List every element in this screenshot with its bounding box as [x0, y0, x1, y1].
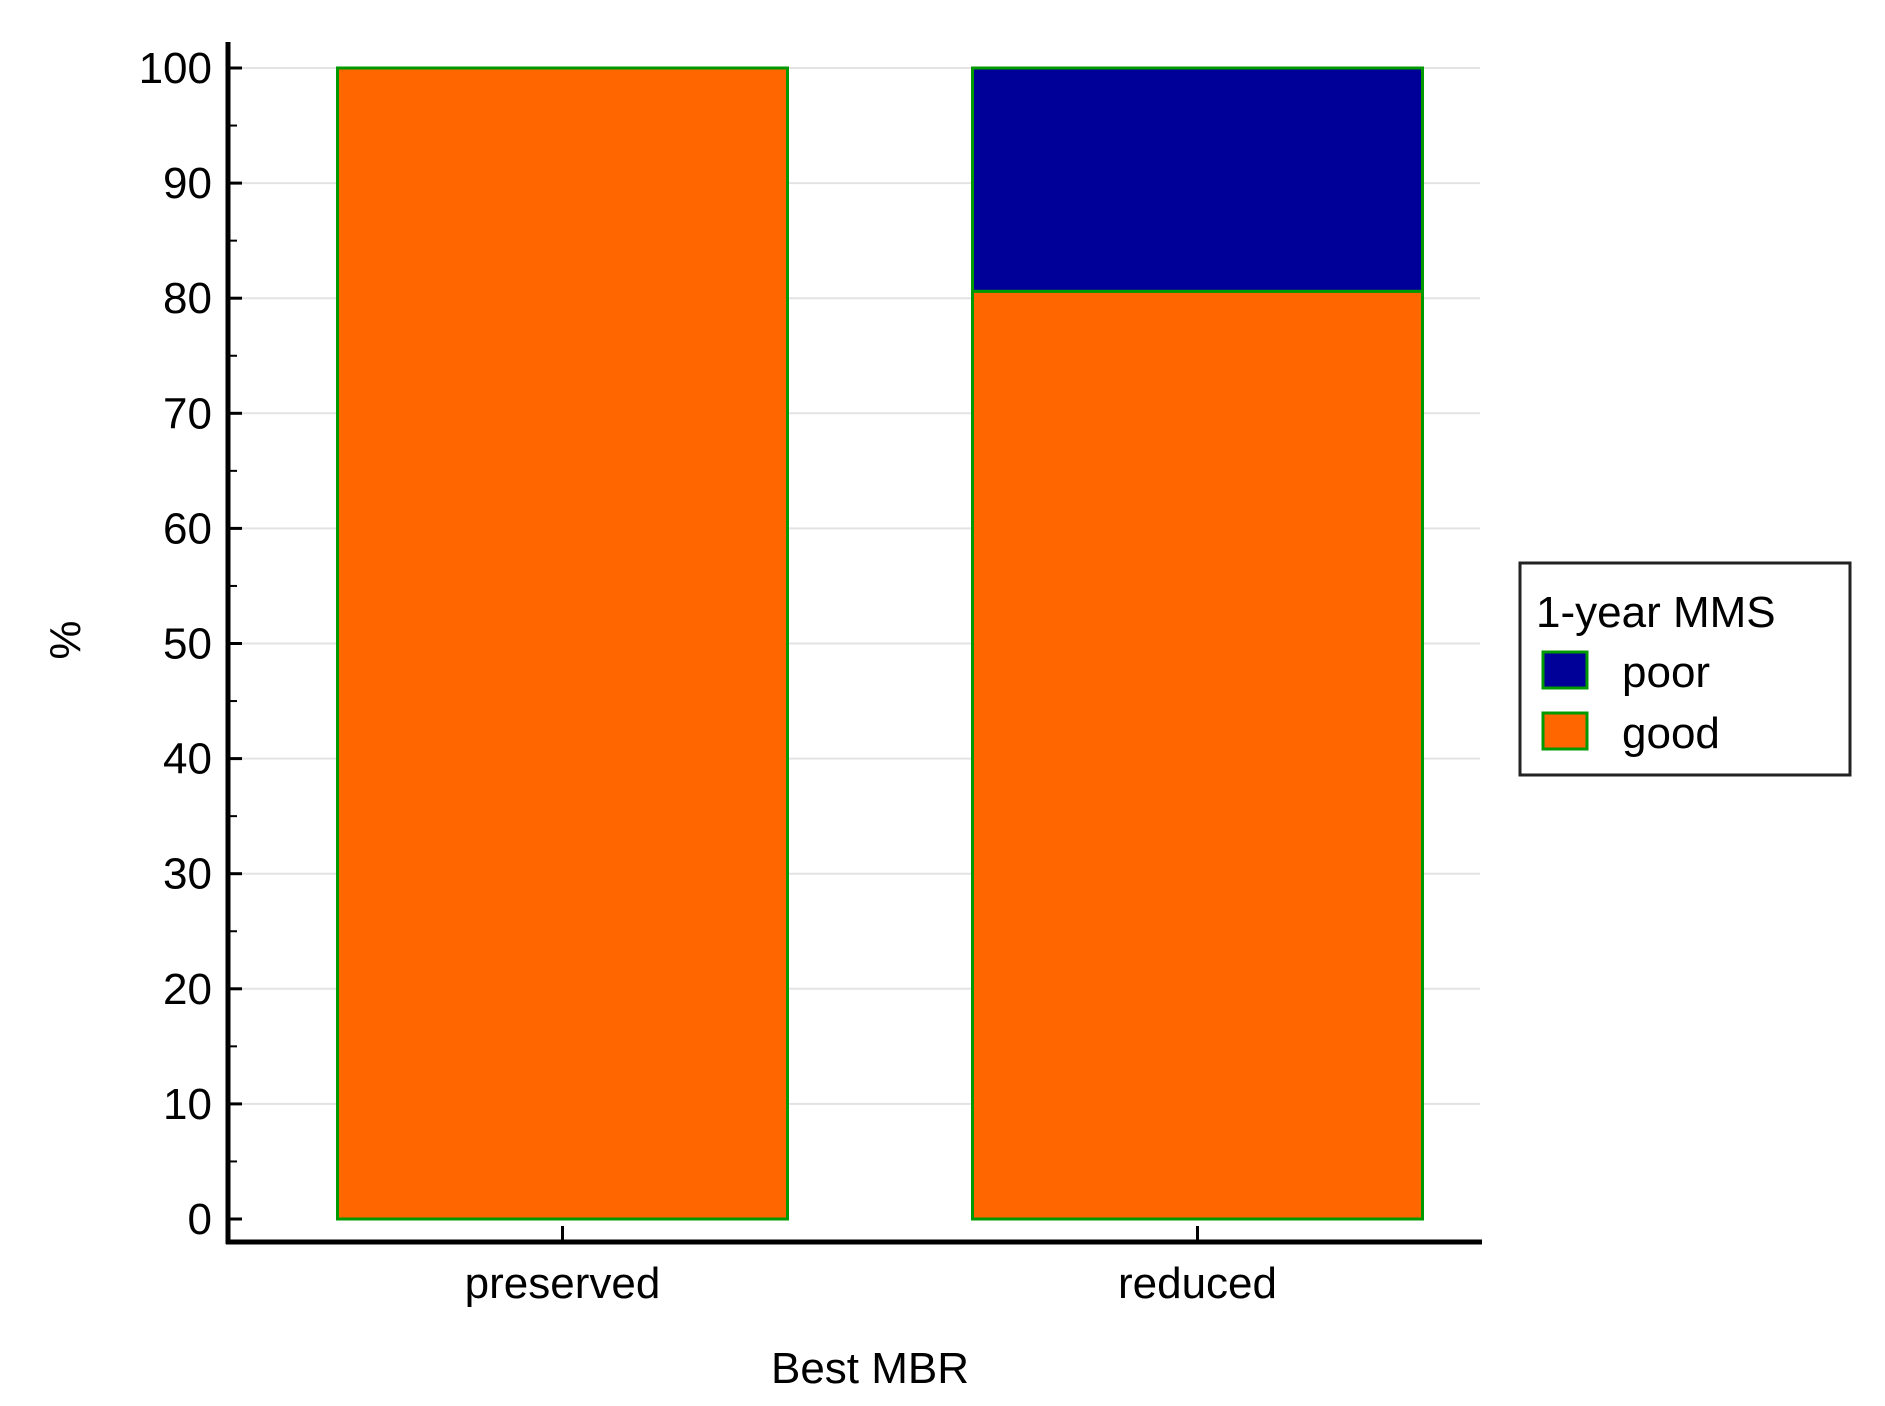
legend: 1-year MMS poor good [1518, 561, 1852, 777]
legend-label-poor: poor [1622, 648, 1710, 697]
bar-reduced-poor [971, 66, 1424, 293]
y-axis-title: % [41, 620, 90, 659]
y-axis-ticks: 0 10 20 30 40 50 60 70 80 90 100 [139, 44, 242, 1244]
y-tick-label: 60 [163, 504, 212, 553]
y-tick-label: 80 [163, 274, 212, 323]
x-tick-label-reduced: reduced [1118, 1259, 1277, 1308]
bar-preserved-good [336, 66, 789, 1221]
y-tick-label: 100 [139, 44, 212, 93]
legend-title: 1-year MMS [1536, 588, 1776, 637]
y-tick-label: 10 [163, 1080, 212, 1129]
legend-swatch-good [1541, 711, 1589, 751]
legend-label-good: good [1622, 709, 1720, 758]
y-tick-label: 50 [163, 620, 212, 669]
x-tick-label-preserved: preserved [465, 1259, 661, 1308]
y-tick-label: 70 [163, 389, 212, 438]
bars [336, 66, 1424, 1221]
x-axis-title: Best MBR [771, 1344, 969, 1393]
x-axis-ticks: preserved reduced [465, 1226, 1277, 1308]
y-tick-label: 30 [163, 850, 212, 899]
y-tick-label: 90 [163, 159, 212, 208]
bar-reduced-good [971, 289, 1424, 1221]
y-tick-label: 40 [163, 735, 212, 784]
y-tick-label: 0 [188, 1195, 212, 1244]
legend-swatch-poor [1541, 650, 1589, 690]
y-tick-label: 20 [163, 965, 212, 1014]
